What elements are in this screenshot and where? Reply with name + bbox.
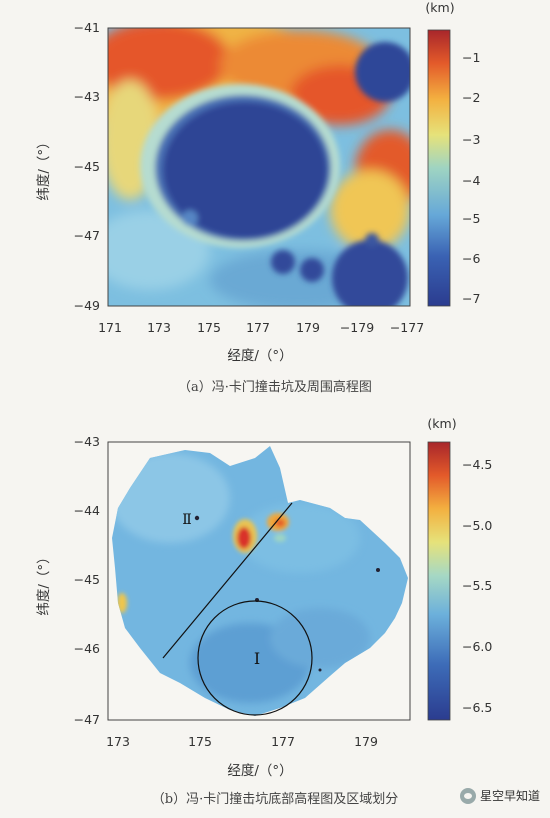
panel-b-x-ticks: 173 175 177 179 <box>106 734 378 749</box>
region-divider-line <box>162 502 293 659</box>
panel-b-caption: （b）冯·卡门撞击坑底部高程图及区域划分 <box>151 792 399 807</box>
panel-a: −41 −43 −45 −47 −49 171 173 175 177 179 … <box>0 0 550 408</box>
region-I-label: Ⅰ <box>254 649 260 668</box>
colorbar-tick: −5.5 <box>462 578 492 593</box>
panel-b-svg: Ⅰ Ⅱ −43 −44 −45 −46 −47 173 175 177 179 … <box>36 416 492 779</box>
panel-b-x-tick: 175 <box>188 734 212 749</box>
colorbar-tick: −7 <box>462 291 480 306</box>
wechat-icon <box>459 787 476 804</box>
panel-a-x-tick: 179 <box>296 320 320 335</box>
panel-a-x-tick: 175 <box>197 320 221 335</box>
panel-a-x-tick: −179 <box>340 320 374 335</box>
panel-b: Ⅰ Ⅱ −43 −44 −45 −46 −47 173 175 177 179 … <box>0 408 550 818</box>
colorbar-tick: −3 <box>462 132 480 147</box>
panel-a-y-tick: −41 <box>74 20 100 35</box>
panel-b-colorbar: (km) −4.5 −5.0 −5.5 −6.0 −6.5 <box>427 416 492 721</box>
panel-a-x-ticks: 171 173 175 177 179 −179 −177 <box>98 320 424 335</box>
panel-a-y-tick: −47 <box>74 228 100 243</box>
region-II-label: Ⅱ <box>182 512 192 528</box>
panel-a-x-tick: −177 <box>390 320 424 335</box>
panel-b-x-tick: 173 <box>106 734 130 749</box>
colorbar-tick: −1 <box>462 50 480 65</box>
panel-a-caption: （a）冯·卡门撞击坑及周围高程图 <box>178 380 372 395</box>
panel-a-colorbar: (km) −1 −2 −3 −4 −5 −6 −7 <box>425 0 480 307</box>
panel-b-y-tick: −47 <box>74 712 100 727</box>
panel-a-x-tick: 177 <box>246 320 270 335</box>
panel-b-x-tick: 179 <box>354 734 378 749</box>
panel-b-x-tick: 177 <box>271 734 295 749</box>
panel-b-x-axis-label: 经度/（°） <box>227 763 292 779</box>
watermark-text: 星空早知道 <box>479 789 540 803</box>
panel-a-x-tick: 173 <box>147 320 171 335</box>
colorbar-tick: −5.0 <box>462 518 492 533</box>
region-I-circle <box>197 600 313 716</box>
panel-b-y-tick: −45 <box>74 572 100 587</box>
panel-a-y-tick: −45 <box>74 159 100 174</box>
panel-b-y-ticks: −43 −44 −45 −46 −47 <box>74 434 100 727</box>
panel-b-y-tick: −43 <box>74 434 100 449</box>
panel-b-y-tick: −46 <box>74 641 100 656</box>
panel-a-y-tick: −49 <box>74 298 100 313</box>
colorbar-tick: −2 <box>462 90 480 105</box>
panel-a-y-ticks: −41 −43 −45 −47 −49 <box>74 20 100 313</box>
watermark: 星空早知道 <box>459 787 540 804</box>
colorbar-tick: −4.5 <box>462 457 492 472</box>
panel-b-y-axis-label: 纬度/（°） <box>36 550 52 615</box>
panel-a-x-tick: 171 <box>98 320 122 335</box>
colorbar-tick: −6 <box>462 251 480 266</box>
colorbar-tick: −6.5 <box>462 700 492 715</box>
panel-b-y-tick: −44 <box>74 503 100 518</box>
panel-a-colorbar-unit: (km) <box>425 0 454 15</box>
panel-a-y-tick: −43 <box>74 89 100 104</box>
colorbar-tick: −5 <box>462 211 480 226</box>
panel-b-colorbar-unit: (km) <box>427 416 456 431</box>
colorbar-tick: −4 <box>462 173 480 188</box>
panel-a-svg: −41 −43 −45 −47 −49 171 173 175 177 179 … <box>36 0 480 364</box>
panel-a-map <box>108 28 410 306</box>
panel-a-x-axis-label: 经度/（°） <box>227 348 292 364</box>
colorbar-tick: −6.0 <box>462 639 492 654</box>
panel-a-y-axis-label: 纬度/（°） <box>36 135 52 200</box>
